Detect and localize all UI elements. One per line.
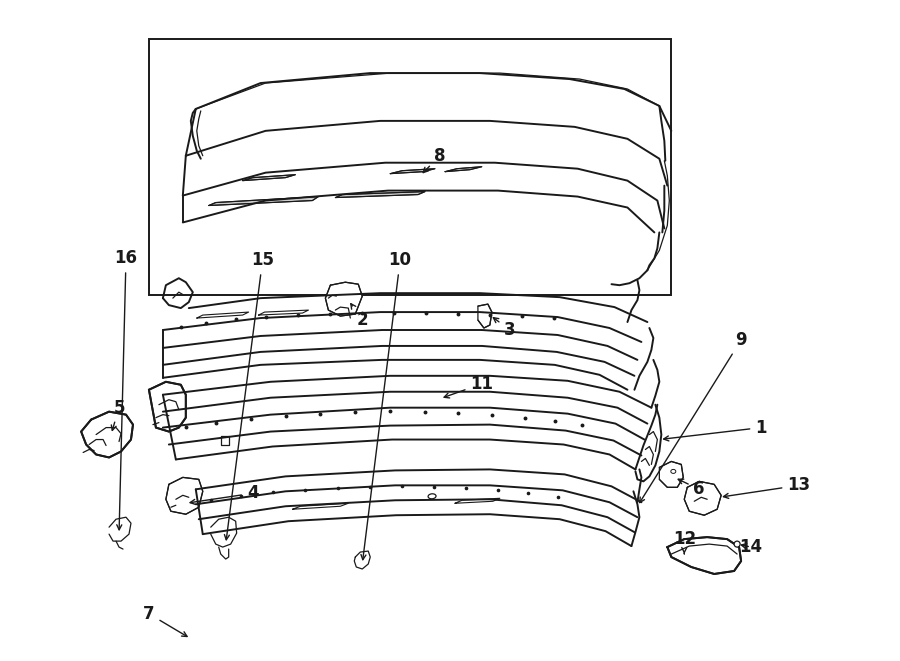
Text: 15: 15 — [224, 251, 274, 540]
Bar — [148, 39, 671, 295]
Text: 3: 3 — [493, 318, 516, 339]
Ellipse shape — [670, 469, 676, 473]
Text: 5: 5 — [112, 399, 125, 430]
Text: 12: 12 — [672, 530, 696, 554]
Text: 4: 4 — [190, 485, 258, 504]
Polygon shape — [336, 192, 425, 198]
Polygon shape — [391, 169, 435, 174]
Text: 8: 8 — [423, 147, 446, 173]
Text: 1: 1 — [663, 418, 767, 441]
Polygon shape — [684, 481, 721, 515]
Polygon shape — [667, 537, 741, 574]
Polygon shape — [660, 461, 683, 487]
Polygon shape — [148, 382, 185, 432]
Polygon shape — [166, 477, 202, 514]
Polygon shape — [445, 167, 482, 172]
Text: 10: 10 — [361, 251, 411, 560]
Text: 6: 6 — [679, 479, 705, 498]
Ellipse shape — [428, 494, 436, 499]
Ellipse shape — [734, 541, 740, 547]
Text: 9: 9 — [640, 331, 747, 502]
Polygon shape — [478, 304, 492, 328]
Text: 2: 2 — [351, 303, 368, 329]
Polygon shape — [326, 282, 363, 316]
Text: 13: 13 — [724, 477, 811, 498]
Polygon shape — [209, 196, 319, 206]
Polygon shape — [81, 412, 133, 457]
Polygon shape — [243, 175, 295, 180]
Text: 16: 16 — [114, 249, 138, 530]
Text: 7: 7 — [143, 605, 187, 637]
Text: 11: 11 — [444, 375, 493, 398]
Text: 14: 14 — [740, 538, 762, 556]
